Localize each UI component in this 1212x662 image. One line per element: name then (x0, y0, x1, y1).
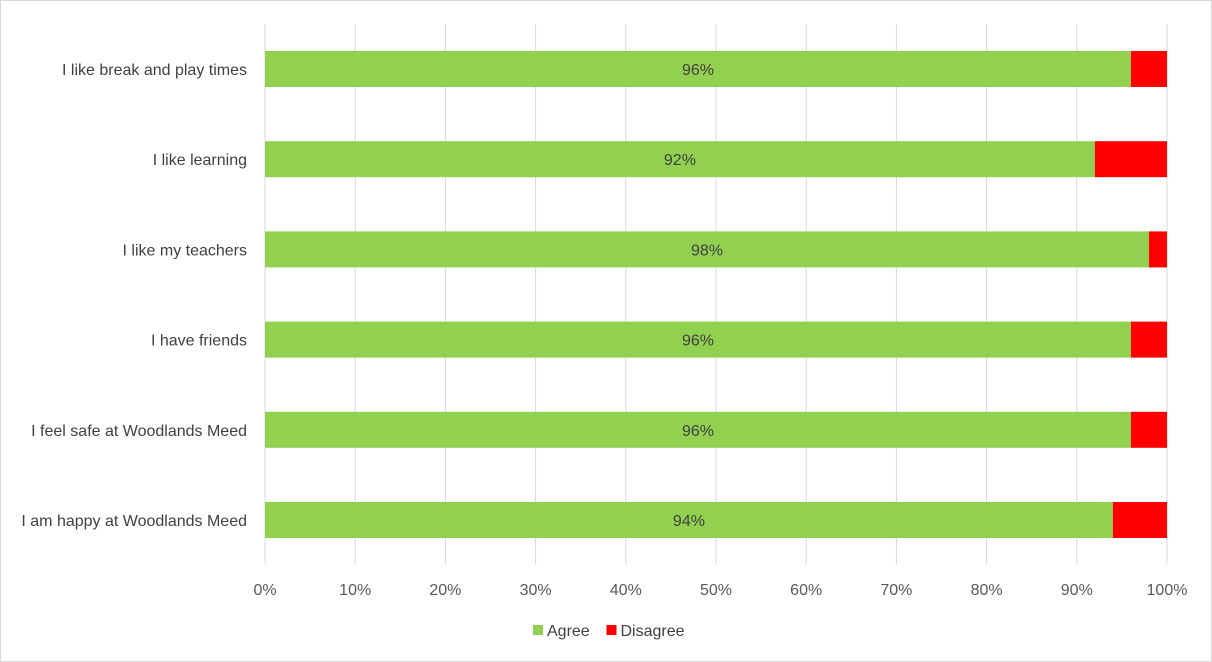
category-label: I feel safe at Woodlands Meed (31, 423, 247, 440)
category-label: I like break and play times (62, 62, 247, 79)
x-tick-label: 70% (880, 582, 912, 599)
bar-disagree (1130, 321, 1167, 358)
bar-disagree (1130, 411, 1167, 448)
gridlines (264, 24, 1168, 564)
data-label: 98% (691, 242, 723, 259)
category-label: I am happy at Woodlands Meed (21, 513, 247, 530)
category-labels: I like break and play times I like learni… (21, 62, 247, 530)
x-tick-label: 30% (520, 582, 552, 599)
x-tick-label: 40% (610, 582, 642, 599)
legend-swatch-agree (533, 625, 543, 635)
bar-disagree (1148, 231, 1167, 268)
bar-agree (265, 321, 1131, 358)
data-label: 96% (682, 333, 714, 350)
x-tick-label: 20% (429, 582, 461, 599)
x-tick-label: 50% (700, 582, 732, 599)
category-label: I like my teachers (123, 242, 247, 259)
bar-disagree (1112, 502, 1167, 538)
bar-agree (265, 502, 1113, 538)
x-tick-label: 60% (790, 582, 822, 599)
legend-swatch-disagree (606, 625, 617, 635)
x-tick-label: 10% (339, 582, 371, 599)
legend-label-disagree: Disagree (621, 623, 685, 640)
x-tick-labels: 0% 10% 20% 30% 40% 50% 60% 70% 80% 90% 100% (253, 582, 1187, 599)
legend: Agree Disagree (533, 623, 685, 640)
x-tick-label: 0% (253, 582, 276, 599)
category-label: I like learning (153, 152, 247, 169)
x-tick-label: 90% (1061, 582, 1093, 599)
bar-agree (265, 141, 1095, 178)
bar-disagree (1094, 141, 1167, 178)
bar-disagree (1130, 51, 1167, 87)
bar-agree (265, 231, 1149, 268)
data-label: 96% (682, 62, 714, 79)
bar-agree (265, 411, 1131, 448)
bars: 96% 92% 98% 96% 96% 94% (265, 51, 1167, 538)
data-label: 96% (682, 423, 714, 440)
data-label: 92% (664, 152, 696, 169)
legend-label-agree: Agree (547, 623, 590, 640)
x-tick-label: 80% (971, 582, 1003, 599)
bar-agree (265, 51, 1131, 87)
data-label: 94% (673, 513, 705, 530)
category-label: I have friends (151, 333, 247, 350)
x-tick-label: 100% (1147, 582, 1188, 599)
